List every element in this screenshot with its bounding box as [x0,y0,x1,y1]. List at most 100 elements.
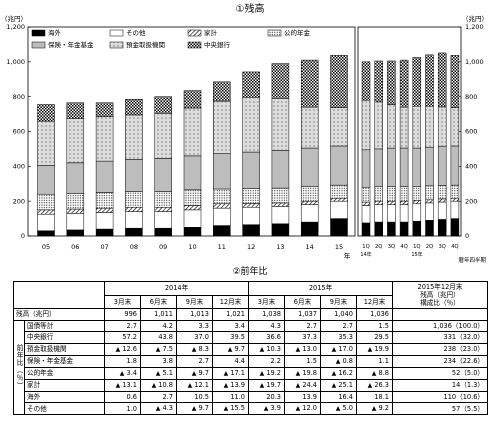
yoy-cell: 13.9 [284,390,321,403]
yoy-cell: 2.7 [104,319,141,332]
yoy-value: 19.7 [266,380,281,389]
yoy-cell: ▲ 13.9 [212,378,249,392]
yoy-value: 16.2 [338,368,353,377]
y-axis-unit-left: （兆円） [1,14,27,23]
table-row: 海外 0.6 2.7 10.5 11.0 20.3 13.9 16.4 18.1 110（10.6… [14,390,488,403]
annual-bar-insurance_pension-1 [66,162,85,194]
annual-bar-insurance_pension-8 [271,150,290,189]
yoy-value: 19.8 [302,368,317,377]
yoy-value: 17.0 [338,344,353,353]
yoy-value: 9.2 [378,404,390,412]
quarter-bar-insurance_pension-4 [412,147,422,187]
x-tick-label-quarter: 2Q [375,244,382,250]
balance-cell: 1,040 [320,308,357,321]
yoy-value: 5.1 [162,368,174,377]
annual-bar-household-8 [271,202,290,207]
summary-cell: 331（32.0） [392,331,488,344]
y-tick-label-left: 200 [13,197,25,205]
annual-bar-depository-7 [242,96,260,153]
quarter-header: 3月末 [248,294,285,309]
quarter-bar-public_pension-5 [425,185,434,201]
yoy-cell: ▲ 26.3 [356,378,393,392]
summary-cell: 238（23.0） [392,342,488,356]
quarter-bar-boj-4 [412,57,422,107]
annual-bar-overseas-7 [242,224,260,237]
yoy-cell: ▲ 19.2 [248,366,285,380]
yoy-value: 35.3 [338,333,353,342]
annual-bar-household-4 [154,207,172,212]
quarter-bar-other-5 [425,202,434,221]
yoy-cell: 37.3 [284,331,321,344]
yoy-cell: 3.8 [140,354,177,368]
negative-marker: ▲ [187,381,193,389]
year-header-2014: 2014年 [104,281,249,296]
yoy-value: 37.0 [194,333,209,342]
legend-label-other: その他 [126,28,146,37]
yoy-value: 25.1 [338,380,353,389]
yoy-cell: ▲ 13.0 [284,342,321,356]
row-label: 家計 [24,378,105,392]
yoy-cell: ▲ 10.8 [140,378,177,392]
annual-bar-household-2 [95,207,114,213]
annual-bar-public_pension-7 [242,188,260,204]
yoy-value: 12.6 [122,344,137,353]
yoy-cell: ▲ 10.3 [248,342,285,356]
summary-cell: 234（22.6） [392,354,488,368]
negative-marker: ▲ [331,369,337,377]
y-tick-label-left: 800 [13,93,25,101]
annual-bar-other-8 [271,206,290,225]
quarter-bar-overseas-2 [387,221,396,237]
annual-bar-insurance_pension-10 [330,145,348,186]
yoy-value: 13.1 [122,380,137,389]
yoy-cell: 1.1 [356,354,393,368]
yoy-value: 24.4 [302,380,317,389]
quarter-bar-other-6 [437,201,447,220]
x-tick-label-annual: 15 [335,243,343,251]
x-tick-label-quarter: 1Q [413,244,420,250]
quarter-bar-insurance_pension-1 [374,148,383,187]
yoy-value: 3.9 [270,404,282,412]
annual-bar-household-6 [213,203,231,209]
x-tick-label-quarter: 3Q [439,244,446,250]
quarter-bar-other-1 [374,204,383,223]
annual-bar-depository-5 [183,107,202,157]
legend-swatch-depository [109,41,124,49]
yoy-cell: ▲ 15.5 [212,402,249,415]
year-header-2015: 2015年 [248,281,393,296]
annual-bar-depository-6 [213,100,231,154]
quarter-bar-other-0 [361,205,371,224]
yoy-value: 13.9 [302,392,317,401]
annual-bar-depository-8 [271,98,290,151]
yoy-value: 26.3 [374,380,389,389]
table-row-balance: 残高（兆円） 996 1,011 1,013 1,021 1,038 1,037 1,040… [13,308,488,321]
negative-marker: ▲ [295,369,301,377]
annual-bar-other-7 [242,207,260,225]
summary-cell: 14（1.3） [392,378,488,392]
yoy-table: 2014年 2015年 2015年12月末 残高（兆円） 構成比（％） 3月末 6… [13,281,488,415]
negative-marker: ▲ [223,381,229,389]
annual-bar-household-7 [242,203,260,208]
yoy-cell: ▲ 7.5 [140,342,177,356]
yoy-value: 9.7 [198,368,210,377]
x-tick-label-quarter: 2Q [426,244,433,250]
annual-bar-public_pension-9 [300,186,319,202]
negative-marker: ▲ [259,369,265,377]
annual-bar-public_pension-5 [183,189,202,206]
yoy-cell: 35.3 [320,331,357,344]
yoy-value: 13.9 [230,380,245,389]
annual-bar-boj-9 [300,59,319,108]
quarter-bar-depository-4 [412,105,422,149]
negative-marker: ▲ [115,345,121,353]
annual-bar-other-1 [66,213,85,231]
yoy-cell: ▲ 19.9 [356,342,393,356]
annual-bar-insurance_pension-7 [242,151,260,189]
annual-bar-insurance_pension-2 [95,160,114,193]
negative-marker: ▲ [191,405,197,412]
summary-cell: 52（5.0） [392,366,488,380]
yoy-cell: 11.0 [212,390,249,403]
table-row: 前年比（％） 国債等計 2.7 4.2 3.3 3.4 4.3 2.7 2.7 1.5 1,036（… [13,319,488,415]
quarter-bar-insurance_pension-2 [387,147,396,187]
yoy-cell: 36.6 [248,331,285,344]
yoy-value: 3.4 [234,321,246,330]
yoy-value: 10.8 [158,380,173,389]
